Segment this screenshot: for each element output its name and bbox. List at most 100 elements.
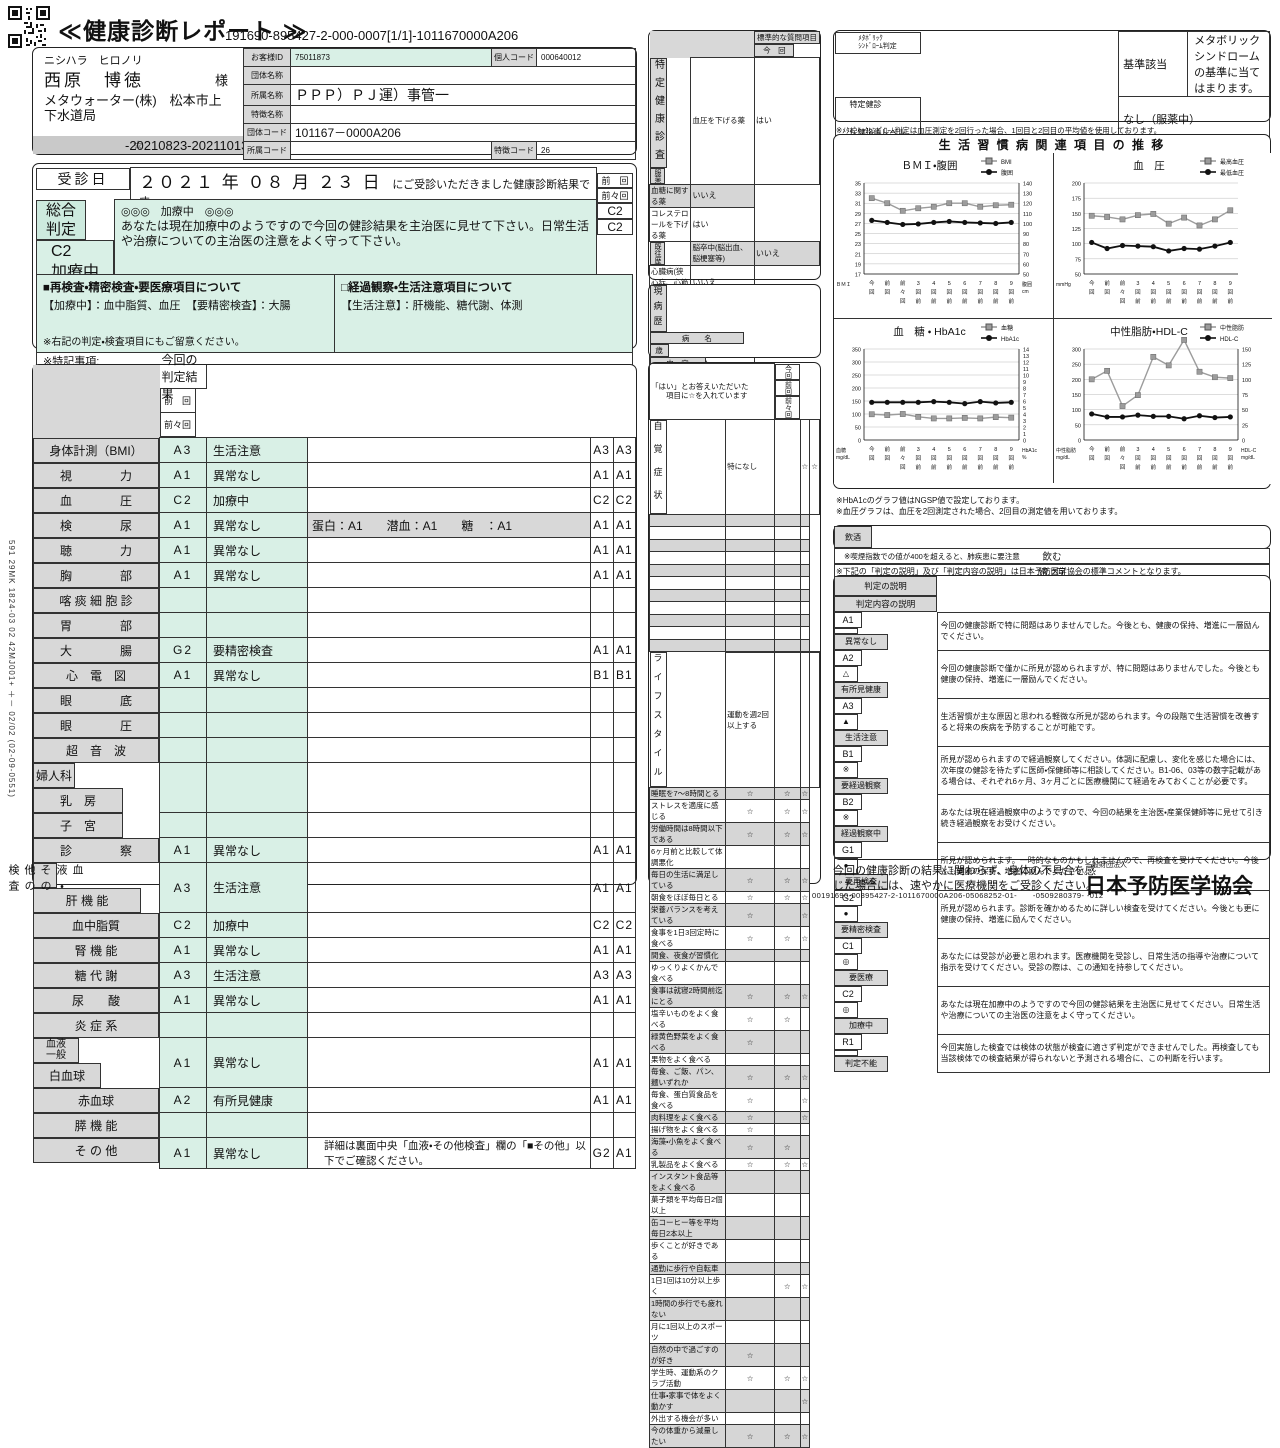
prev-value <box>589 587 614 613</box>
row-group-blood-gen: 血液 一般 <box>33 1037 79 1063</box>
lifestyle-star-0: ☆ <box>725 1030 776 1054</box>
svg-text:35: 35 <box>855 182 861 188</box>
chart-bp: 血 圧最高血圧 最低血圧 50 75 100 125 150 175 200 今回前回前々回 3 回前… <box>1053 153 1272 318</box>
chart-notes: ※HbA1cのグラフ値はNGSP値で設定しております。 ※血圧グラフは、血圧を2… <box>836 495 1122 517</box>
overall-comment: ◎◎◎ 加療中 ◎◎◎ あなたは現在加療中のようですので今回の健診結果を主治医に… <box>114 199 597 284</box>
prev2-value: A1 <box>612 512 637 538</box>
svg-text:8: 8 <box>1213 447 1216 453</box>
table-row <box>648 513 820 527</box>
symptom-star-2 <box>799 638 811 652</box>
judgment-text: 加療中 <box>206 912 308 938</box>
judgment-code <box>159 812 207 838</box>
table-row: 外出する機会が多い <box>648 1412 820 1425</box>
history-col-name: 病 名 <box>649 332 745 344</box>
standard-questionnaire-box: 標準的な質問項目今 回特定健康診査 服薬 血圧を下げる薬 はい 血糖に関する薬 いいえ コレ… <box>648 30 821 757</box>
judgment-text <box>206 1012 308 1038</box>
right-note-body: 【生活注意】：肝機能、糖代謝、体測 <box>341 300 523 312</box>
judgment-detail <box>307 587 591 613</box>
svg-text:回: 回 <box>1197 455 1203 462</box>
left-note-body: 【加療中】：血中脂質、血圧 【要精密検査】：大腸 <box>43 300 291 312</box>
judgment-code: A2 <box>159 1087 207 1113</box>
svg-text:90: 90 <box>1023 232 1029 238</box>
lifestyle-star-1 <box>774 1193 801 1217</box>
symptom-star-0 <box>725 538 776 552</box>
symptom-question <box>648 613 727 627</box>
prev-value: A1 <box>589 562 614 588</box>
svg-text:前: 前 <box>1166 463 1172 471</box>
svg-text:9: 9 <box>1229 447 1232 453</box>
q-group-tag: 服薬 <box>649 167 665 184</box>
judge-code: A1 <box>834 612 862 628</box>
lifestyle-question: 揚げ物をよく食べる <box>648 1123 727 1136</box>
col-prev-header: 前 回 <box>597 172 633 188</box>
id-field-label2: 個人コード <box>491 48 537 67</box>
judge-mark: ※ <box>834 762 858 778</box>
svg-text:4: 4 <box>932 447 935 453</box>
table-row: 血糖に関する薬 いいえ <box>648 183 820 208</box>
lifestyle-star-1: ☆ <box>774 1424 801 1448</box>
lifestyle-star-0 <box>725 1262 776 1275</box>
judge-mark: △ <box>834 666 858 682</box>
lifestyle-star-2: ☆ <box>799 1158 811 1171</box>
lifestyle-star-0 <box>725 1170 776 1194</box>
row-group-blood: 血液・その他の検査 <box>7 862 83 896</box>
right-note: □経過観察・生活注意項目について 【生活注意】：肝機能、糖代謝、体測 <box>334 274 633 353</box>
lifestyle-question: 海藻・小魚をよく食べる <box>648 1135 727 1159</box>
table-row: 食事を1日3回定時に食べる ☆ ☆ ☆ <box>648 926 820 950</box>
svg-text:回: 回 <box>869 455 875 462</box>
svg-text:HDL-C: HDL-C <box>1220 337 1239 343</box>
table-row: 乳製品をよく食べる ☆ ☆ ☆ <box>648 1158 820 1171</box>
lifestyle-star-0: ☆ <box>725 1366 776 1390</box>
svg-text:7: 7 <box>979 281 982 287</box>
prev-value: A1 <box>589 637 614 663</box>
lifestyle-question: 今の体重から減量したい <box>648 1424 727 1448</box>
judgment-text: 異常なし <box>206 662 308 688</box>
lifestyle-question: 睡眠を7～8時間とる <box>648 787 727 800</box>
row-label: 乳 房 <box>33 787 123 813</box>
svg-text:7: 7 <box>1198 447 1201 453</box>
svg-text:回: 回 <box>1120 464 1126 471</box>
lifestyle-question: 菓子類を平均毎日2個以上 <box>648 1193 727 1217</box>
svg-text:200: 200 <box>1072 182 1081 188</box>
prev-value: A1 <box>589 537 614 563</box>
judge-text: 所見が認められます。一時的なものかもしれませんので、再検査を受けてください。今後… <box>936 841 1270 891</box>
svg-text:200: 200 <box>852 387 861 393</box>
svg-text:腹囲: 腹囲 <box>1022 281 1032 288</box>
judge-code: A3 <box>834 698 862 714</box>
symptom-star-2 <box>799 576 811 590</box>
lifestyle-star-0: ☆ <box>725 1007 776 1031</box>
svg-text:前: 前 <box>915 463 921 471</box>
lifestyle-star-1 <box>774 903 801 927</box>
table-row: 今の体重から減量したい ☆ ☆ ☆ <box>648 1424 820 1448</box>
svg-text:前: 前 <box>946 463 952 471</box>
judge-text: 生活習慣が主な原因と思われる軽微な所見が認められます。今の段階で生活習慣を改善す… <box>936 697 1270 747</box>
svg-text:回: 回 <box>1228 289 1234 296</box>
smoke-note: ※喫煙指数での値が400を超えると、肺疾患に要注意 <box>844 552 1020 561</box>
prev2-value <box>612 687 637 713</box>
symptom-question <box>648 551 727 565</box>
svg-text:cm: cm <box>1022 289 1029 295</box>
svg-text:々: 々 <box>1120 289 1126 296</box>
svg-text:前: 前 <box>993 463 999 471</box>
lifestyle-star-1 <box>774 1030 801 1054</box>
svg-text:80: 80 <box>1023 242 1029 248</box>
org-small: 一般財団法人 <box>1085 862 1127 869</box>
table-row: 1日1回は10分以上歩く ☆ ☆ <box>648 1274 820 1298</box>
judgment-code: A1 <box>159 1037 207 1088</box>
symptom-star-0 <box>725 613 776 627</box>
lifestyle-star-1 <box>774 1123 801 1136</box>
table-row: B1 ※ 要経過観察 所見が認められますので経過観察してください。体調に配慮し、変化を… <box>834 745 1270 795</box>
svg-text:0: 0 <box>1023 439 1026 445</box>
table-row: B2 ※ 経過観察中 あなたは現在経過観察中のようですので、今回の結果を主治医・産業保… <box>834 793 1270 843</box>
judge-label: 要医療 <box>834 970 888 986</box>
prev2-value: A1 <box>612 987 637 1013</box>
table-row: 毎食、ご飯、パン、麺いずれか ☆ ☆ ☆ <box>648 1065 820 1089</box>
svg-text:回: 回 <box>962 289 968 296</box>
prev2-value: A1 <box>612 562 637 588</box>
prev2-value: A1 <box>612 637 637 663</box>
symptom-question <box>648 576 727 590</box>
svg-text:1: 1 <box>1023 432 1026 438</box>
lifestyle-star-2 <box>799 845 811 869</box>
svg-text:回: 回 <box>1104 289 1110 296</box>
lifestyle-star-0: ☆ <box>725 984 776 1008</box>
